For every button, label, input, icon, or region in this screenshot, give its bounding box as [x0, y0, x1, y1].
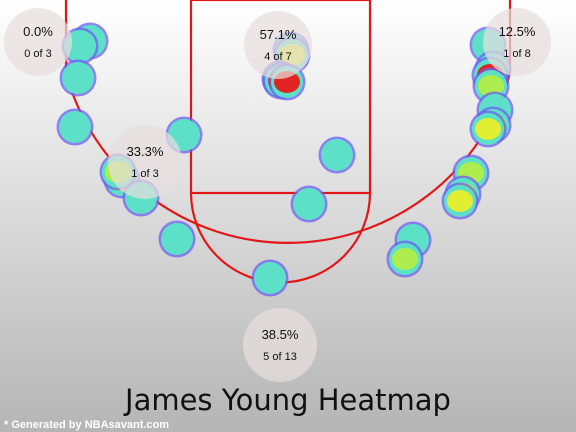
- shot-dot: [293, 188, 325, 220]
- shot-dot: [254, 262, 286, 294]
- chart-title: James Young Heatmap: [123, 383, 451, 417]
- shot-marker: [251, 259, 289, 297]
- shot-marker: [318, 136, 356, 174]
- shot-marker: [158, 220, 196, 258]
- zone-bubble: [4, 8, 72, 76]
- shot-marker: [290, 185, 328, 223]
- shot-dot: [59, 111, 91, 143]
- zone-paint: 57.1% 4 of 7: [244, 11, 312, 79]
- zone-percentage: 0.0%: [23, 24, 53, 39]
- shot-heat-core: [475, 118, 501, 140]
- zone-top-of-key-three: 38.5% 5 of 13: [243, 308, 317, 382]
- shot-heat-core: [447, 190, 473, 212]
- zone-percentage: 33.3%: [127, 144, 164, 159]
- shot-dot: [64, 30, 96, 62]
- zone-record: 5 of 13: [263, 351, 297, 363]
- zone-record: 0 of 3: [24, 48, 52, 60]
- zone-left-midrange: 33.3% 1 of 3: [108, 125, 182, 199]
- shot-heat-core: [392, 248, 418, 270]
- zone-percentage: 57.1%: [260, 27, 297, 42]
- paint-lane: [189, 0, 372, 195]
- shot-dot: [321, 139, 353, 171]
- shot-marker: [441, 182, 479, 220]
- zone-bubble: [483, 8, 551, 76]
- zone-right-corner-three: 12.5% 1 of 8: [483, 8, 551, 76]
- zone-bubble: [108, 125, 182, 199]
- shot-dot: [161, 223, 193, 255]
- shot-marker: [59, 59, 97, 97]
- zones-layer: 0.0% 0 of 3 57.1% 4 of 7 12.5% 1 of 8 33.3% 1 o…: [4, 8, 551, 382]
- zone-record: 1 of 3: [131, 168, 159, 180]
- zone-record: 1 of 8: [503, 48, 531, 60]
- zone-bubble: [243, 308, 317, 382]
- zone-record: 4 of 7: [264, 51, 292, 63]
- zone-percentage: 38.5%: [262, 327, 299, 342]
- shot-marker: [386, 240, 424, 278]
- zone-left-corner-three: 0.0% 0 of 3: [4, 8, 72, 76]
- zone-percentage: 12.5%: [499, 24, 536, 39]
- zone-bubble: [244, 11, 312, 79]
- credit-text: * Generated by NBAsavant.com: [4, 419, 169, 431]
- shot-marker: [56, 108, 94, 146]
- three-point-arc: [64, 72, 512, 244]
- shot-dot: [62, 62, 94, 94]
- shot-heat-core: [478, 75, 504, 97]
- shot-marker: [469, 110, 507, 148]
